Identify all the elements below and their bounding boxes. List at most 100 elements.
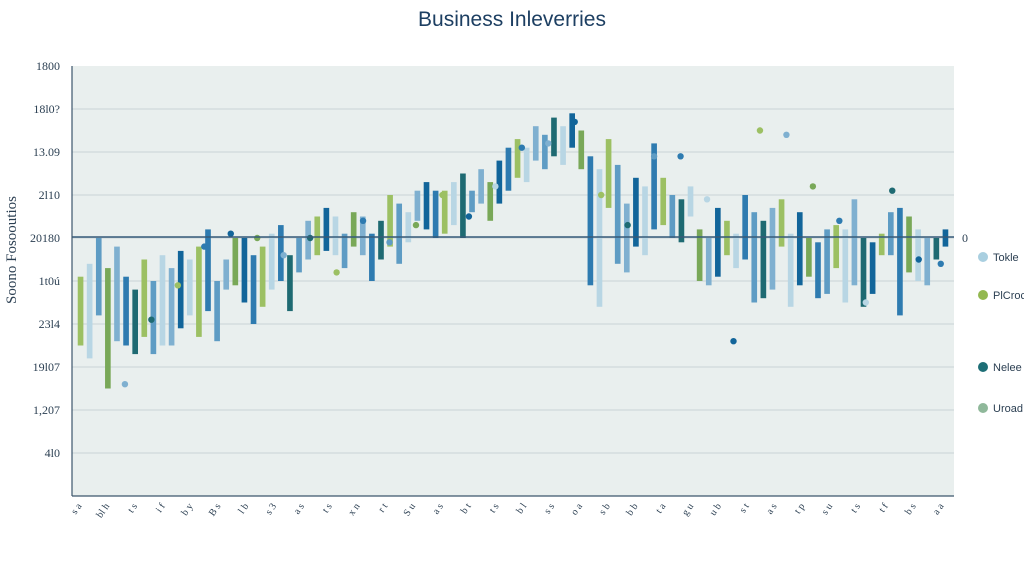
bar: [241, 238, 248, 303]
legend-label: Nelee: [993, 362, 1022, 374]
bar: [796, 212, 803, 286]
data-dot: [862, 299, 869, 306]
x-tick-label: b b: [624, 501, 640, 518]
data-dot: [148, 316, 155, 323]
bar: [523, 147, 530, 183]
data-dot: [174, 282, 182, 289]
data-dot: [836, 217, 843, 224]
bar: [660, 177, 667, 226]
bar: [332, 216, 339, 256]
y-tick-label: 1800: [36, 59, 60, 73]
x-tick-label: b y: [180, 501, 196, 518]
bar: [86, 263, 93, 359]
legend-label: Tokle: [993, 252, 1019, 264]
bar: [369, 233, 375, 281]
bar: [132, 289, 138, 355]
bar: [223, 259, 230, 290]
bar: [451, 182, 457, 226]
bar: [633, 177, 639, 247]
bar: [95, 238, 102, 316]
dots-group: [121, 118, 944, 388]
legend-marker: [978, 290, 988, 300]
legend-label: PlCroc: [993, 290, 1024, 302]
data-dot: [227, 230, 234, 237]
bar: [942, 229, 949, 247]
bar: [432, 190, 439, 238]
bar: [705, 238, 712, 286]
x-tick-label: b t: [459, 501, 474, 516]
bar: [168, 268, 175, 346]
legend-marker: [978, 252, 988, 262]
data-dot: [889, 187, 896, 194]
x-tick-label: t s: [849, 501, 863, 515]
bar: [278, 225, 284, 281]
data-dot: [783, 131, 790, 138]
bar: [742, 195, 748, 260]
x-tick-label: a s: [431, 501, 446, 516]
legend-label: Uroad: [993, 403, 1023, 415]
bar: [396, 203, 403, 264]
bar: [623, 203, 630, 273]
y-tick-label: 20180: [30, 231, 60, 245]
bar: [141, 259, 148, 337]
bar: [769, 207, 776, 290]
bar: [669, 195, 676, 238]
bar: [123, 276, 129, 346]
bar: [259, 246, 266, 307]
x-tick-labels: s a bl h t s i f b y B s l b s 3 a s t s x n r t S u…: [69, 501, 947, 520]
data-dot: [624, 221, 631, 229]
x-tick-label: s u: [820, 501, 836, 517]
data-dot: [545, 140, 552, 147]
data-dot: [730, 338, 737, 345]
bar: [696, 229, 703, 281]
bar: [414, 190, 421, 221]
data-dot: [254, 234, 261, 242]
x-tick-label: t a: [654, 501, 669, 516]
data-dot: [121, 381, 129, 388]
x-tick-label: S u: [402, 501, 419, 518]
chart-title: Business Inleverries: [418, 8, 606, 31]
bar: [642, 186, 648, 256]
bar: [860, 238, 867, 307]
x-tick-label: s s: [542, 501, 557, 516]
data-dot: [518, 144, 526, 151]
bar: [878, 233, 885, 256]
bar: [569, 113, 575, 148]
x-tick-label: t s: [487, 501, 501, 515]
bar: [105, 268, 111, 389]
bar: [378, 220, 384, 260]
bar: [350, 212, 357, 247]
bar: [933, 238, 940, 260]
bar: [906, 216, 912, 273]
x-tick-label: b l: [514, 501, 529, 516]
bar: [196, 246, 202, 337]
bar: [469, 190, 475, 213]
bar: [760, 220, 767, 299]
bar: [159, 255, 166, 346]
bar: [787, 233, 794, 307]
y-tick-label: 2l10: [39, 188, 60, 202]
bar: [733, 233, 739, 269]
y-tick-label: 13.09: [33, 145, 60, 159]
zero-tick-label: 0: [962, 231, 968, 245]
data-dot: [571, 118, 578, 126]
bar: [542, 134, 548, 170]
bar: [806, 238, 812, 277]
bar: [514, 139, 521, 178]
bar: [387, 195, 393, 247]
x-tick-label: g u: [680, 501, 696, 518]
bar: [924, 238, 931, 286]
data-dot: [412, 221, 420, 229]
bar: [851, 199, 858, 286]
data-dot: [386, 239, 393, 246]
data-dot: [650, 153, 658, 160]
data-dot: [492, 183, 499, 190]
legend-marker: [978, 362, 988, 372]
bar: [296, 238, 302, 273]
bar: [824, 229, 830, 294]
x-tick-label: a a: [931, 501, 947, 517]
bar: [314, 216, 321, 256]
bar: [915, 229, 921, 281]
bar: [423, 182, 430, 230]
x-tick-label: x n: [346, 501, 362, 518]
